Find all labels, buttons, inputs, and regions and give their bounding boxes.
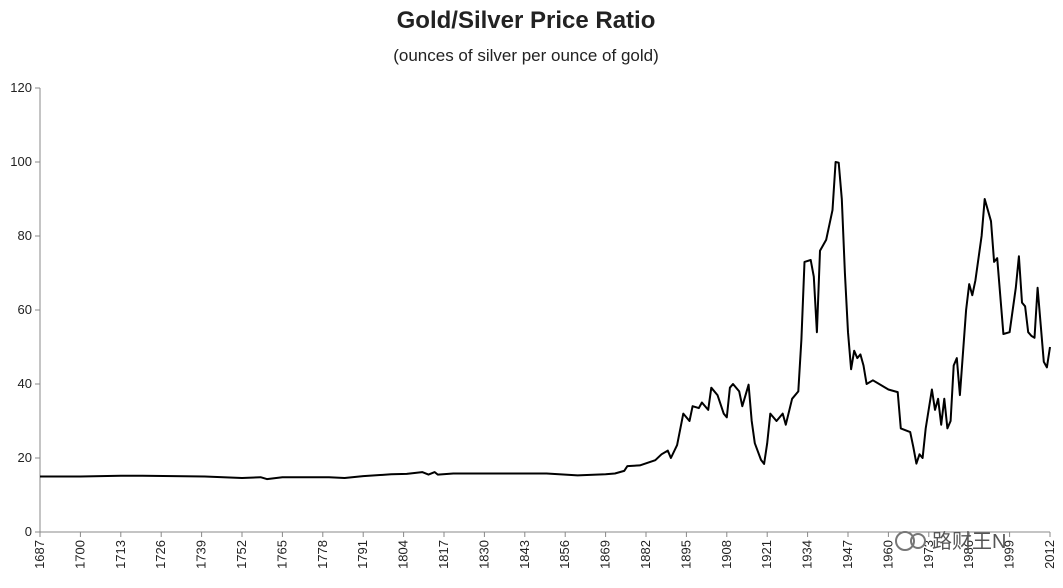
x-tick-label: 1934 bbox=[800, 540, 815, 569]
x-tick-label: 1700 bbox=[72, 540, 87, 569]
x-tick-label: 1713 bbox=[113, 540, 128, 569]
y-tick-label: 60 bbox=[18, 302, 32, 317]
x-tick-label: 1739 bbox=[194, 540, 209, 569]
x-tick-label: 1817 bbox=[436, 540, 451, 569]
x-tick-label: 1843 bbox=[517, 540, 532, 569]
x-tick-label: 2012 bbox=[1042, 540, 1057, 569]
chart-title: Gold/Silver Price Ratio bbox=[397, 7, 656, 34]
x-tick-label: 1856 bbox=[557, 540, 572, 569]
y-tick-label: 20 bbox=[18, 450, 32, 465]
y-tick-label: 40 bbox=[18, 376, 32, 391]
x-tick-label: 1726 bbox=[153, 540, 168, 569]
x-tick-label: 1791 bbox=[355, 540, 370, 569]
x-tick-label: 1765 bbox=[274, 540, 289, 569]
y-tick-label: 0 bbox=[25, 524, 32, 539]
x-tick-label: 1921 bbox=[759, 540, 774, 569]
x-tick-label: 1947 bbox=[840, 540, 855, 569]
chart-subtitle: (ounces of silver per ounce of gold) bbox=[393, 46, 659, 65]
y-tick-label: 80 bbox=[18, 228, 32, 243]
x-tick-label: 1986 bbox=[961, 540, 976, 569]
x-tick-label: 1882 bbox=[638, 540, 653, 569]
watermark-icon bbox=[895, 531, 926, 551]
price-ratio-line bbox=[40, 161, 1051, 481]
x-tick-label: 1895 bbox=[678, 540, 693, 569]
x-tick-label: 1908 bbox=[719, 540, 734, 569]
x-tick-label: 1999 bbox=[1002, 540, 1017, 569]
watermark: 路财王N bbox=[932, 530, 1006, 553]
y-tick-label: 120 bbox=[10, 80, 32, 95]
x-tick-label: 1804 bbox=[396, 540, 411, 569]
x-tick-label: 1830 bbox=[476, 540, 491, 569]
x-tick-label: 1973 bbox=[921, 540, 936, 569]
x-tick-label: 1778 bbox=[315, 540, 330, 569]
x-tick-label: 1752 bbox=[234, 540, 249, 569]
y-tick-label: 100 bbox=[10, 154, 32, 169]
x-tick-label: 1960 bbox=[880, 540, 895, 569]
x-tick-label: 1869 bbox=[598, 540, 613, 569]
x-tick-label: 1687 bbox=[32, 540, 47, 569]
